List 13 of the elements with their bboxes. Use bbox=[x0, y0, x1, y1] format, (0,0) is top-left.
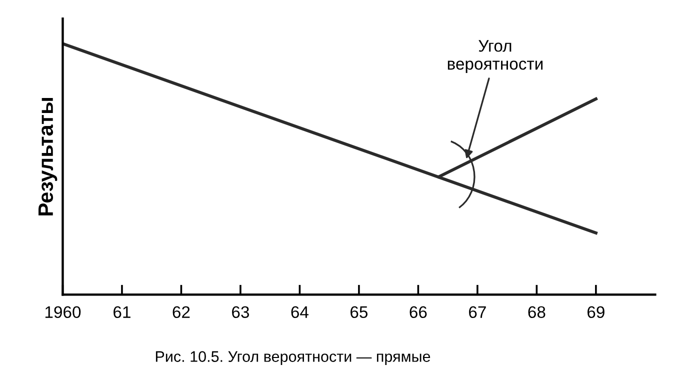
x-tick-label: 65 bbox=[350, 306, 368, 318]
x-tick-label: 61 bbox=[114, 306, 130, 318]
x-tick-label: 62 bbox=[172, 306, 190, 318]
x-tick-label: 1960 bbox=[45, 306, 81, 318]
x-tick-label: 64 bbox=[291, 306, 308, 318]
x-tick-label: 68 bbox=[528, 306, 546, 318]
x-tick-label: 66 bbox=[410, 306, 427, 318]
text: Рис. 10.5. Угол вероятности — прямые bbox=[156, 351, 430, 365]
x-tick-label: 63 bbox=[232, 306, 249, 318]
x-tick-label: 69 bbox=[588, 306, 604, 318]
y-axis-title: Результаты bbox=[38, 98, 58, 216]
annotation: Угол вероятности bbox=[448, 40, 543, 74]
x-tick-label: 67 bbox=[469, 306, 486, 318]
